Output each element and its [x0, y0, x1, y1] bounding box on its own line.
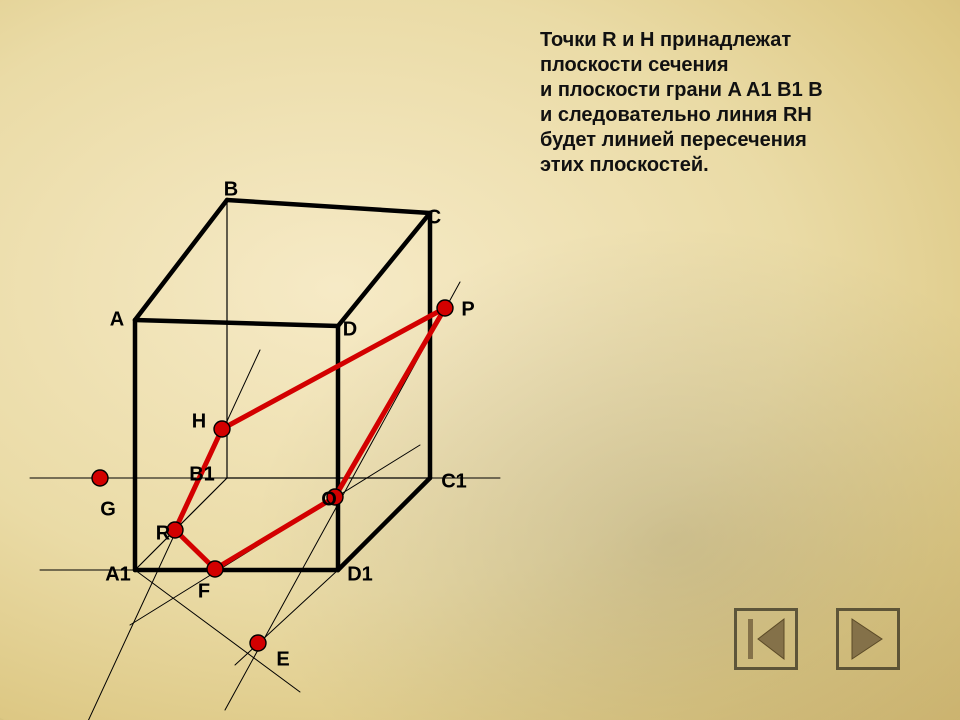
prev-icon	[746, 617, 786, 661]
label-R: R	[156, 523, 170, 546]
marked-points	[92, 300, 453, 651]
section-polyline	[175, 308, 445, 569]
label-C: C	[427, 207, 441, 230]
label-B: B	[224, 179, 238, 202]
cube-front-edges	[135, 200, 430, 570]
nav-controls	[734, 608, 900, 670]
point-P	[437, 300, 453, 316]
label-P: P	[461, 299, 474, 322]
point-F	[207, 561, 223, 577]
label-A: A	[110, 309, 124, 332]
label-D: D	[343, 319, 357, 342]
label-O: O	[321, 489, 337, 512]
label-A1: A1	[105, 564, 131, 587]
prev-button[interactable]	[734, 608, 798, 670]
label-F: F	[198, 581, 210, 604]
label-D1: D1	[347, 564, 373, 587]
label-H: H	[192, 411, 206, 434]
label-B1: B1	[189, 464, 215, 487]
next-button[interactable]	[836, 608, 900, 670]
label-E: E	[276, 649, 289, 672]
next-icon	[848, 617, 888, 661]
point-E	[250, 635, 266, 651]
label-C1: C1	[441, 471, 467, 494]
point-G	[92, 470, 108, 486]
point-H	[214, 421, 230, 437]
label-G: G	[100, 499, 116, 522]
cube-back-edges	[135, 200, 430, 570]
